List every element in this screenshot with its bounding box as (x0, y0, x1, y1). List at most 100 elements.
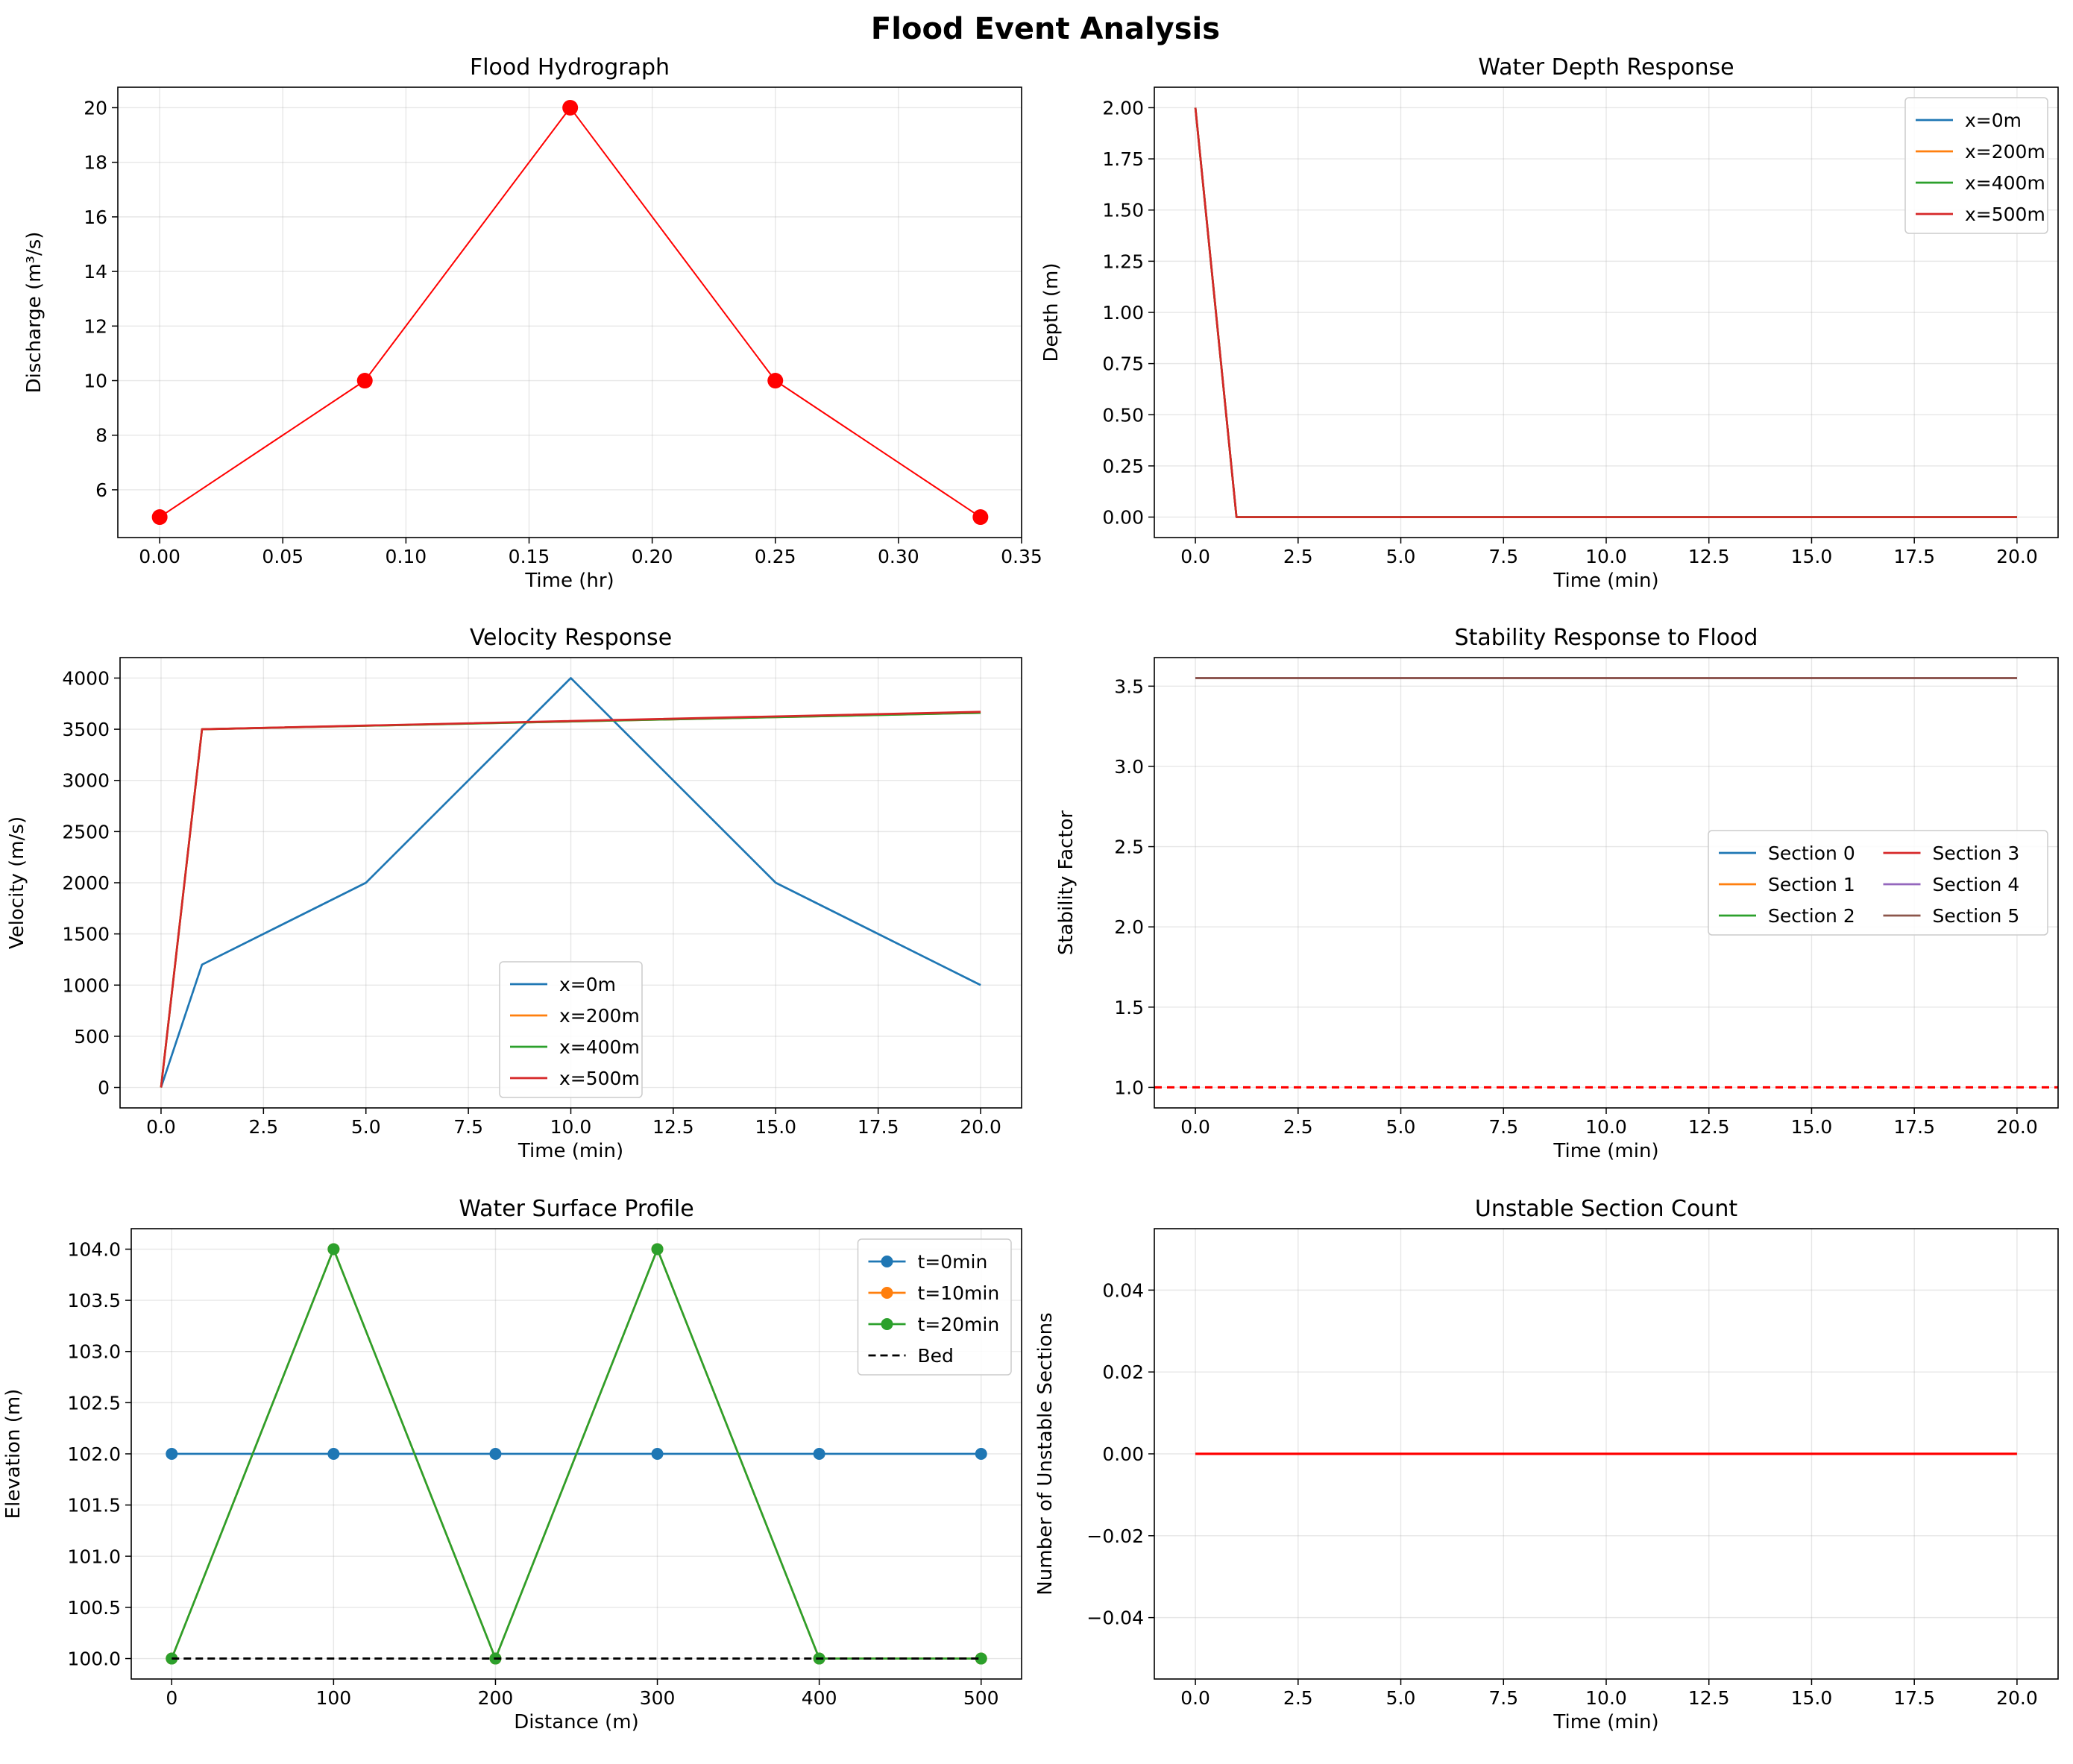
x-tick-label: 12.5 (1688, 1687, 1730, 1709)
series-group-profile (166, 1243, 987, 1665)
x-tick-label: 10.0 (1585, 546, 1627, 567)
y-tick-label: 0 (98, 1077, 110, 1099)
y-tick-label: 100.0 (67, 1648, 121, 1670)
y-tick-label: 0.75 (1102, 353, 1144, 375)
x-tick-label: 15.0 (1791, 1116, 1833, 1138)
x-tick-label: 2.5 (1283, 546, 1313, 567)
y-tick-label: 3.0 (1114, 756, 1144, 778)
x-tick-label: 20.0 (1996, 546, 2038, 567)
x-tick-label: 12.5 (1688, 1116, 1730, 1138)
y-tick-label: 8 (95, 425, 107, 447)
legend-box (1904, 97, 2048, 234)
y-tick-label: 102.5 (67, 1392, 121, 1414)
x-tick-label: 0.0 (1180, 1687, 1210, 1709)
y-tick-label: 103.5 (67, 1290, 121, 1311)
x-tick-label: 0.0 (1180, 1116, 1210, 1138)
x-tick-label: 15.0 (1791, 546, 1833, 567)
y-axis-label: Depth (m) (1040, 262, 1063, 362)
y-tick-label: −0.02 (1086, 1525, 1144, 1547)
data-point (767, 373, 784, 389)
data-point (562, 99, 579, 116)
legend-label: Section 5 (1933, 905, 2020, 927)
x-tick-label: 0.0 (146, 1116, 176, 1138)
legend-label: x=500m (1965, 204, 2045, 225)
y-tick-label: 1.00 (1102, 302, 1144, 324)
y-axis-label: Number of Unstable Sections (1034, 1312, 1057, 1595)
x-axis-label: Time (hr) (524, 570, 614, 592)
axes-stability: 0.0 2.5 5.0 7.5 10.0 12.5 15.0 17.5 20.0 1.0 1.5 2.… (1114, 675, 2038, 1138)
y-tick-label: 1500 (62, 924, 110, 945)
x-tick-label: 12.5 (1688, 546, 1730, 567)
axes-hydrograph: 0.00 0.05 0.10 0.15 0.20 0.25 0.30 0.35 6 8 10 12 14… (84, 97, 1042, 567)
chart-stability: 0.0 2.5 5.0 7.5 10.0 12.5 15.0 17.5 20.0 1.0 1.5 2.… (1055, 625, 2059, 1162)
y-tick-label: 104.0 (67, 1238, 121, 1260)
x-tick-label: 5.0 (1386, 1687, 1416, 1709)
x-tick-label: 5.0 (1386, 1116, 1416, 1138)
data-point (327, 1448, 340, 1460)
data-point (651, 1243, 664, 1256)
y-tick-label: 1.75 (1102, 148, 1144, 170)
legend-velocity: x=0m x=200m x=400m x=500m (499, 961, 643, 1098)
x-tick-label: 0.05 (262, 546, 303, 567)
y-tick-label: 0.02 (1102, 1361, 1144, 1383)
y-tick-label: 10 (84, 371, 107, 392)
legend-label: Bed (918, 1345, 954, 1367)
series-line-x-500m (1194, 107, 2017, 518)
legend-depth: x=0m x=200m x=400m x=500m (1904, 97, 2048, 234)
series-group-stability (1154, 677, 2058, 1089)
y-tick-label: 1.25 (1102, 251, 1144, 272)
x-tick-label: 0.35 (1001, 546, 1042, 567)
y-tick-label: 500 (74, 1026, 110, 1048)
legend-label: x=0m (1965, 110, 2022, 131)
data-point (972, 509, 989, 526)
legend-profile: t=0min t=10min t=20min Bed (857, 1238, 1012, 1376)
legend-label: Section 0 (1768, 842, 1855, 864)
chart-title: Water Surface Profile (459, 1196, 693, 1222)
chart-title: Water Depth Response (1478, 54, 1734, 81)
x-tick-label: 0.20 (632, 546, 673, 567)
y-axis-label: Discharge (m³/s) (23, 232, 45, 394)
legend-box (1708, 830, 2048, 936)
y-tick-label: 1000 (62, 974, 110, 996)
x-axis-label: Time (min) (1553, 1140, 1658, 1162)
x-tick-label: 5.0 (1386, 546, 1416, 567)
legend-label: x=200m (559, 1005, 640, 1027)
y-tick-label: 3500 (62, 719, 110, 740)
legend-label: x=500m (559, 1068, 640, 1089)
x-tick-label: 20.0 (1996, 1116, 2038, 1138)
y-tick-label: 101.5 (67, 1495, 121, 1516)
x-tick-label: 15.0 (1791, 1687, 1833, 1709)
legend-stability: Section 0 Section 1 Section 2 Section 3 Sect… (1708, 830, 2048, 936)
x-tick-label: 0.30 (878, 546, 919, 567)
chart-depth: 0.0 2.5 5.0 7.5 10.0 12.5 15.0 17.5 20.0 0.00 0.25… (1040, 54, 2059, 592)
plot-frame (117, 86, 1022, 538)
y-tick-label: 100.5 (67, 1597, 121, 1619)
axes-velocity: 0.0 2.5 5.0 7.5 10.0 12.5 15.0 17.5 20.0 0 500 1000… (62, 667, 1001, 1138)
y-axis-label: Elevation (m) (2, 1389, 25, 1519)
x-axis-label: Distance (m) (514, 1711, 639, 1733)
axes-unstable: 0.0 2.5 5.0 7.5 10.0 12.5 15.0 17.5 20.0 −0.04 −0.… (1086, 1279, 2037, 1709)
y-tick-label: 2.00 (1102, 97, 1144, 119)
data-point (327, 1243, 340, 1256)
legend-box (857, 1238, 1012, 1376)
y-tick-label: 16 (84, 207, 107, 228)
chart-unstable: 0.0 2.5 5.0 7.5 10.0 12.5 15.0 17.5 20.0 −0.04 −0.… (1034, 1196, 2059, 1733)
series-group-depth (1194, 107, 2017, 518)
legend-marker (881, 1287, 893, 1299)
y-tick-label: 0.00 (1102, 1443, 1144, 1465)
x-tick-label: 10.0 (1585, 1687, 1627, 1709)
x-tick-label: 7.5 (1488, 1116, 1518, 1138)
y-axis-label: Stability Factor (1055, 810, 1078, 956)
data-point (813, 1448, 825, 1460)
y-tick-label: 3000 (62, 770, 110, 792)
x-tick-label: 10.0 (550, 1116, 592, 1138)
series-line-x-500m (160, 711, 981, 1088)
data-point (356, 373, 373, 389)
y-tick-label: −0.04 (1086, 1607, 1144, 1629)
legend-label: x=0m (559, 974, 616, 995)
x-tick-label: 15.0 (755, 1116, 796, 1138)
y-tick-label: 1.5 (1114, 997, 1144, 1018)
legend-label: x=400m (559, 1036, 640, 1058)
legend-label: Section 4 (1933, 874, 2020, 895)
